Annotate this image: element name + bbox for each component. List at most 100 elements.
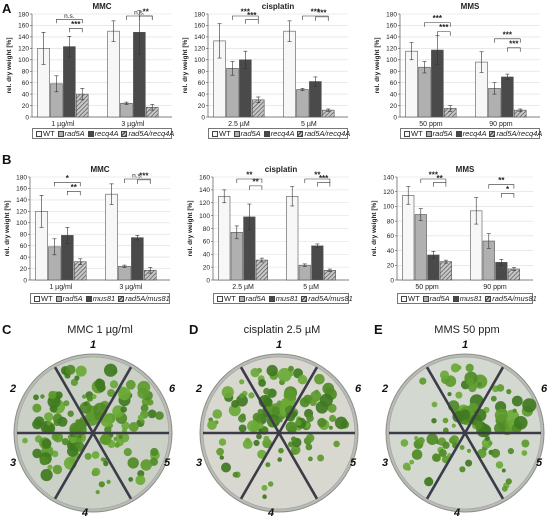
seedling bbox=[252, 412, 262, 422]
y-tick-label: 40 bbox=[198, 91, 206, 98]
seedling bbox=[140, 404, 149, 413]
seedling bbox=[32, 403, 42, 413]
seedling bbox=[265, 462, 271, 468]
significance-bracket bbox=[494, 38, 521, 43]
y-axis-label: rel. dry weight [%] bbox=[371, 201, 378, 257]
legend-item-mus81: mus81 bbox=[452, 294, 482, 303]
seedling bbox=[438, 449, 447, 458]
seedling bbox=[63, 400, 70, 407]
x-tick-label: 90 ppm bbox=[489, 121, 513, 128]
seedling bbox=[333, 440, 340, 448]
panel-letter-c: C bbox=[2, 322, 12, 337]
x-tick-label: 90 ppm bbox=[483, 284, 507, 291]
seedling bbox=[147, 399, 154, 406]
seedling bbox=[91, 394, 97, 400]
significance-bracket bbox=[139, 15, 153, 20]
legend-swatch-wt bbox=[217, 295, 223, 302]
y-tick-label: 80 bbox=[387, 218, 395, 225]
legend-item-rad5a: rad5A bbox=[422, 294, 450, 303]
seedling bbox=[135, 475, 146, 486]
y-tick-label: 100 bbox=[16, 220, 27, 227]
legend-swatch-rad5a bbox=[422, 295, 429, 302]
plate-mmc: 1 2 3 4 5 6 bbox=[9, 339, 176, 519]
significance-label: * bbox=[506, 185, 510, 194]
panel-letter-a: A bbox=[2, 1, 12, 16]
legend-item-recq4a: recq4A bbox=[87, 129, 118, 138]
seedling bbox=[465, 363, 474, 372]
legend-swatch-double bbox=[121, 130, 128, 137]
x-tick-label: 3 µg/ml bbox=[119, 284, 143, 291]
seedling bbox=[466, 377, 475, 386]
legend-swatch-double bbox=[489, 130, 496, 137]
bar-mutant bbox=[501, 76, 514, 118]
seedling bbox=[221, 386, 234, 399]
seedling bbox=[329, 414, 337, 423]
seedling bbox=[327, 403, 337, 413]
seedling bbox=[442, 417, 449, 424]
seedling bbox=[506, 389, 512, 395]
seedling bbox=[83, 401, 88, 407]
seedling bbox=[488, 441, 493, 446]
legend-item-double: rad5A/recq4A bbox=[297, 129, 350, 138]
bar-double bbox=[439, 261, 452, 281]
bar-rad5a bbox=[298, 264, 311, 281]
significance-label: *** bbox=[71, 20, 81, 29]
seedling bbox=[490, 395, 497, 402]
seedling bbox=[276, 400, 283, 406]
bar-wt bbox=[105, 193, 118, 281]
seedling bbox=[261, 484, 268, 491]
sector-label: 2 bbox=[195, 383, 202, 395]
significance-bracket bbox=[69, 28, 83, 33]
seedling bbox=[258, 428, 263, 433]
sector-divider bbox=[53, 366, 95, 434]
seedling bbox=[250, 423, 260, 433]
y-tick-label: 120 bbox=[16, 209, 27, 216]
y-tick-label: 100 bbox=[18, 57, 29, 64]
plate-cisplatin: 1 2 3 4 5 6 bbox=[195, 339, 362, 519]
seedling bbox=[494, 422, 506, 435]
seedling bbox=[424, 477, 434, 487]
chart-A-MMS: MMS rel. dry weight [%] 0 20 40 60 80 100 120 140… bbox=[374, 2, 540, 128]
seedling bbox=[263, 435, 270, 442]
legend-item-rad5a: rad5A bbox=[55, 294, 83, 303]
seedling bbox=[501, 468, 506, 473]
y-tick-label: 140 bbox=[194, 34, 205, 41]
seedling bbox=[501, 485, 508, 492]
y-tick-label: 120 bbox=[18, 46, 29, 53]
legend-item-rad5a: rad5A bbox=[57, 129, 85, 138]
seedling bbox=[291, 449, 297, 455]
chart-B-cisplatin: cisplatin rel. dry weight [%] 0 20 40 60 80 100… bbox=[187, 165, 349, 291]
seedling bbox=[70, 378, 78, 386]
y-tick-label: 100 bbox=[386, 57, 397, 64]
chart-A-cisplatin: cisplatin rel. dry weight [%] 0 20 40 60 80 100… bbox=[182, 2, 348, 128]
sector-label: 3 bbox=[196, 457, 202, 469]
photo-title-c: MMC 1 µg/ml bbox=[67, 324, 133, 336]
y-tick-label: 120 bbox=[386, 46, 397, 53]
seedling bbox=[456, 365, 462, 370]
seedling bbox=[290, 436, 297, 442]
seedling bbox=[228, 404, 241, 417]
seedling bbox=[451, 423, 456, 428]
bar-mutant bbox=[311, 245, 324, 281]
sector-label: 1 bbox=[462, 339, 468, 351]
seedling bbox=[521, 450, 528, 456]
y-tick-label: 140 bbox=[386, 34, 397, 41]
legend-item-wt: WT bbox=[34, 294, 53, 303]
legend-item-recq4a: recq4A bbox=[455, 129, 486, 138]
y-tick-label: 80 bbox=[390, 69, 398, 76]
seedling bbox=[137, 387, 149, 399]
seedling bbox=[277, 417, 283, 423]
chart-A-MMC: MMC rel. dry weight [%] 0 20 40 60 80 100 120 140… bbox=[6, 2, 172, 128]
seedling bbox=[121, 427, 128, 433]
seedling bbox=[218, 438, 227, 446]
y-tick-label: 60 bbox=[20, 243, 28, 250]
photo-title-d: cisplatin 2.5 µM bbox=[243, 324, 321, 336]
chart-title: MMC bbox=[92, 2, 111, 11]
seedling bbox=[411, 449, 423, 460]
y-tick-label: 120 bbox=[383, 189, 394, 196]
seedling bbox=[299, 397, 310, 408]
y-tick-label: 0 bbox=[390, 277, 394, 284]
y-tick-label: 60 bbox=[390, 80, 398, 87]
seedling bbox=[32, 419, 43, 430]
seedling bbox=[82, 394, 87, 399]
